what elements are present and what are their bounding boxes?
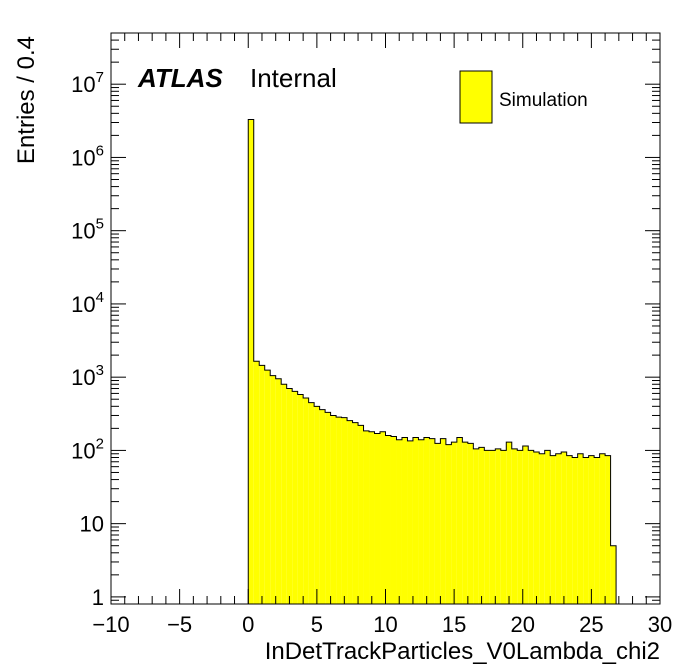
x-axis-ticks: −10 −5 0 5 10 15 20 25 30: [92, 33, 672, 637]
histogram-bin: [572, 457, 578, 604]
histogram-bin: [528, 450, 534, 604]
histogram-bin: [314, 406, 320, 604]
histogram-bin: [407, 440, 413, 604]
histogram-bin: [456, 437, 463, 604]
histogram-bin: [259, 365, 265, 604]
histogram-bin: [522, 445, 529, 604]
histogram-bin: [506, 442, 512, 604]
histogram-bin: [286, 388, 293, 604]
x-tick-label: 0: [242, 612, 254, 637]
histogram-bin: [440, 438, 446, 604]
histogram-bin: [495, 448, 501, 604]
legend-swatch-simulation: [459, 70, 493, 124]
histogram-bin: [303, 397, 309, 604]
histogram-bin: [275, 378, 282, 604]
histogram-bin: [599, 453, 606, 604]
histogram-bin: [561, 452, 567, 604]
histogram-bin: [605, 455, 611, 604]
x-tick-label: 5: [311, 612, 323, 637]
histogram-bin: [412, 437, 419, 604]
histogram-bars: [247, 118, 617, 604]
histogram-bin: [577, 453, 584, 604]
histogram-bin: [429, 438, 435, 604]
histogram-bin: [390, 436, 397, 604]
histogram-bin: [434, 443, 441, 604]
histogram-bin: [451, 442, 457, 604]
histogram-bin: [473, 448, 479, 604]
histogram-bin: [358, 425, 364, 604]
histogram-bin: [270, 375, 276, 604]
histogram-bin: [566, 455, 573, 604]
y-tick-label: 1: [92, 585, 104, 610]
y-tick-label: 103: [71, 362, 104, 390]
y-axis-ticks: 1 10 102 103 104 105 106 107: [71, 32, 660, 610]
histogram-bin: [583, 457, 589, 604]
histogram-bin: [467, 443, 474, 604]
histogram-bin: [319, 409, 326, 604]
histogram-bin: [396, 439, 402, 604]
histogram-bin: [253, 361, 260, 604]
histogram-bin: [500, 450, 507, 604]
histogram-bin: [550, 455, 556, 604]
histogram-bin: [484, 450, 490, 604]
histogram-bin: [385, 435, 391, 604]
histogram-bin: [489, 450, 496, 604]
histogram-bin: [462, 442, 468, 604]
atlas-internal-label: Internal: [250, 63, 337, 93]
histogram-bin: [418, 439, 424, 604]
histogram-bin: [341, 417, 348, 604]
histogram-bin: [423, 437, 430, 604]
histogram-outline: [247, 118, 617, 604]
histogram-bin: [588, 455, 595, 604]
histogram-bin: [297, 394, 304, 604]
x-tick-label: 25: [579, 612, 603, 637]
x-tick-label: −5: [167, 612, 192, 637]
atlas-label: ATLAS: [137, 63, 223, 93]
histogram-bin: [363, 430, 370, 604]
histogram-bin: [347, 420, 353, 604]
histogram-bin: [511, 448, 518, 604]
histogram-bin: [308, 402, 315, 604]
histogram-bin: [555, 453, 562, 604]
x-axis-label: InDetTrackParticles_V0Lambda_chi2: [265, 638, 660, 665]
histogram-bin: [336, 417, 342, 604]
histogram-bin: [374, 433, 381, 604]
histogram-bin: [517, 450, 523, 604]
histogram-bin: [248, 119, 254, 604]
histogram-bin: [369, 431, 375, 604]
histogram-bin: [478, 447, 485, 604]
histogram-bin: [352, 422, 359, 604]
histogram-bin: [544, 450, 551, 604]
x-tick-label: 15: [442, 612, 466, 637]
histogram-bin: [330, 415, 337, 604]
y-tick-label: 105: [71, 216, 104, 244]
histogram-bin: [264, 370, 271, 604]
histogram-bin: [401, 437, 408, 604]
histogram-bin: [539, 453, 545, 604]
y-tick-label: 104: [71, 289, 104, 317]
histogram-bin: [292, 391, 298, 604]
y-tick-label: 102: [71, 435, 104, 463]
histogram-bin: [533, 452, 540, 604]
y-tick-label: 10: [80, 512, 104, 537]
legend-label-simulation: Simulation: [499, 90, 588, 111]
histogram-bin: [594, 457, 600, 604]
histogram-bin: [445, 444, 452, 604]
x-tick-label: 30: [648, 612, 672, 637]
histogram-bin: [325, 412, 331, 604]
histogram-bin: [610, 545, 617, 604]
legend: Simulation: [459, 70, 588, 124]
x-tick-label: −10: [92, 612, 129, 637]
x-tick-label: 20: [511, 612, 535, 637]
y-tick-label: 106: [71, 142, 104, 170]
histogram-bin: [281, 384, 287, 604]
y-axis-label: Entries / 0.4: [13, 36, 40, 164]
y-tick-label: 107: [71, 69, 104, 97]
x-tick-label: 10: [373, 612, 397, 637]
histogram-bin: [380, 431, 386, 604]
